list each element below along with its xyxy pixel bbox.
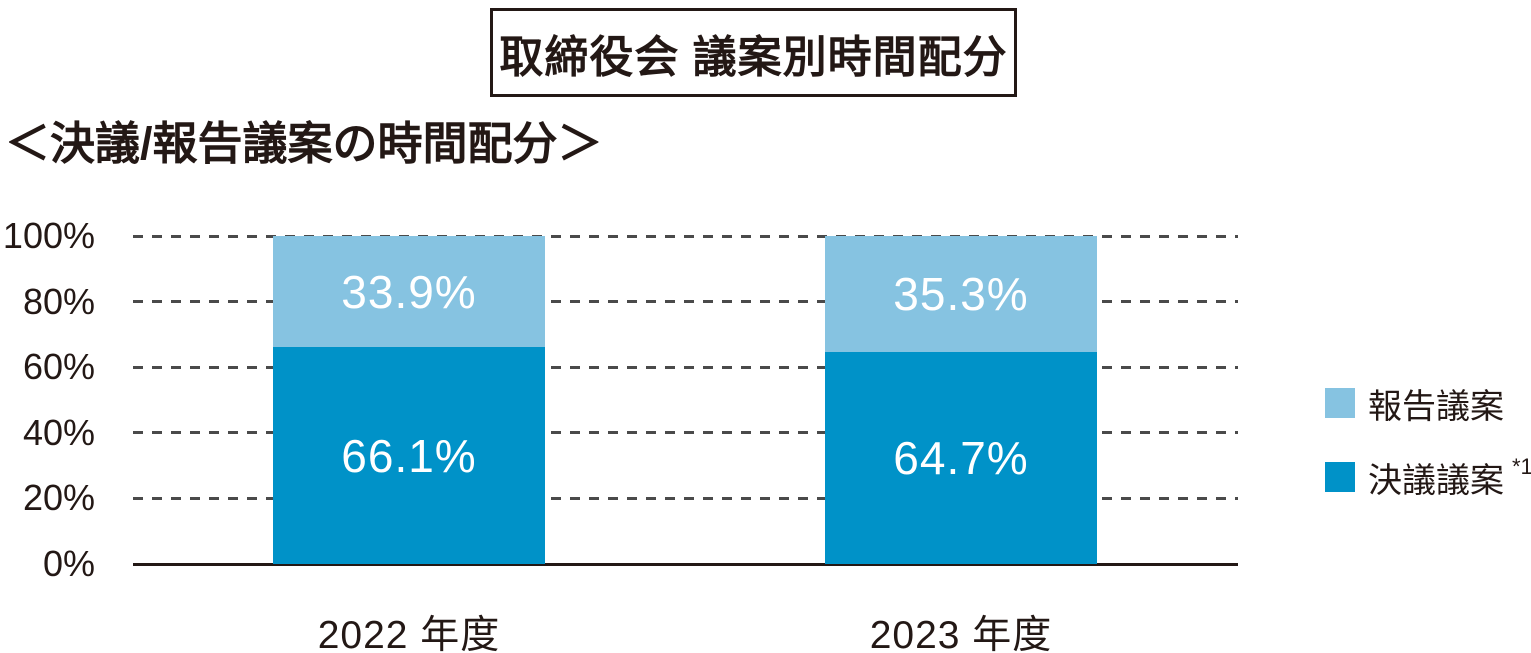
bar-value-label: 35.3% [893, 267, 1029, 320]
y-tick-label-20%: 20% [22, 477, 95, 519]
legend-footnote-marker: *1 [1512, 454, 1531, 479]
x-axis-line [133, 562, 1238, 566]
bar-segment-report-2023年度: 35.3% [825, 236, 1097, 352]
y-tick-label-40%: 40% [22, 411, 95, 453]
y-tick-label-80%: 80% [22, 280, 95, 322]
legend-swatch-report [1325, 388, 1355, 418]
chart-subtitle: ＜決議/報告議案の時間配分＞ [5, 118, 603, 169]
y-tick-label-100%: 100% [2, 215, 95, 256]
gridline-20% [133, 496, 1238, 500]
gridline-80% [133, 300, 1238, 304]
legend-label-resolution: 決議議案 [1368, 461, 1504, 500]
x-category-label: 2022 年度 [317, 614, 501, 653]
chart-title-box: 取締役会 議案別時間配分 [490, 8, 1017, 97]
bar-segment-resolution-2023年度: 64.7% [825, 351, 1097, 564]
bar-segment-report-2022年度: 33.9% [273, 236, 545, 348]
bar-value-label: 64.7% [893, 431, 1029, 484]
gridline-100% [133, 234, 1238, 238]
y-tick-label-60%: 60% [22, 346, 95, 388]
gridline-60% [133, 365, 1238, 369]
x-category-label: 2023 年度 [869, 614, 1053, 653]
legend-swatch-resolution [1325, 462, 1355, 492]
gridline-40% [133, 431, 1238, 435]
legend-label-report: 報告議案 [1368, 387, 1504, 426]
bar-value-label: 33.9% [341, 265, 477, 318]
legend-item-resolution: 決議議案 *1 [1325, 454, 1531, 500]
y-tick-label-0%: 0% [42, 543, 95, 584]
legend-item-report: 報告議案 [1325, 388, 1504, 426]
chart-title: 取締役会 議案別時間配分 [499, 32, 1008, 82]
bar-segment-resolution-2022年度: 66.1% [273, 347, 545, 564]
bar-value-label: 66.1% [341, 429, 477, 482]
